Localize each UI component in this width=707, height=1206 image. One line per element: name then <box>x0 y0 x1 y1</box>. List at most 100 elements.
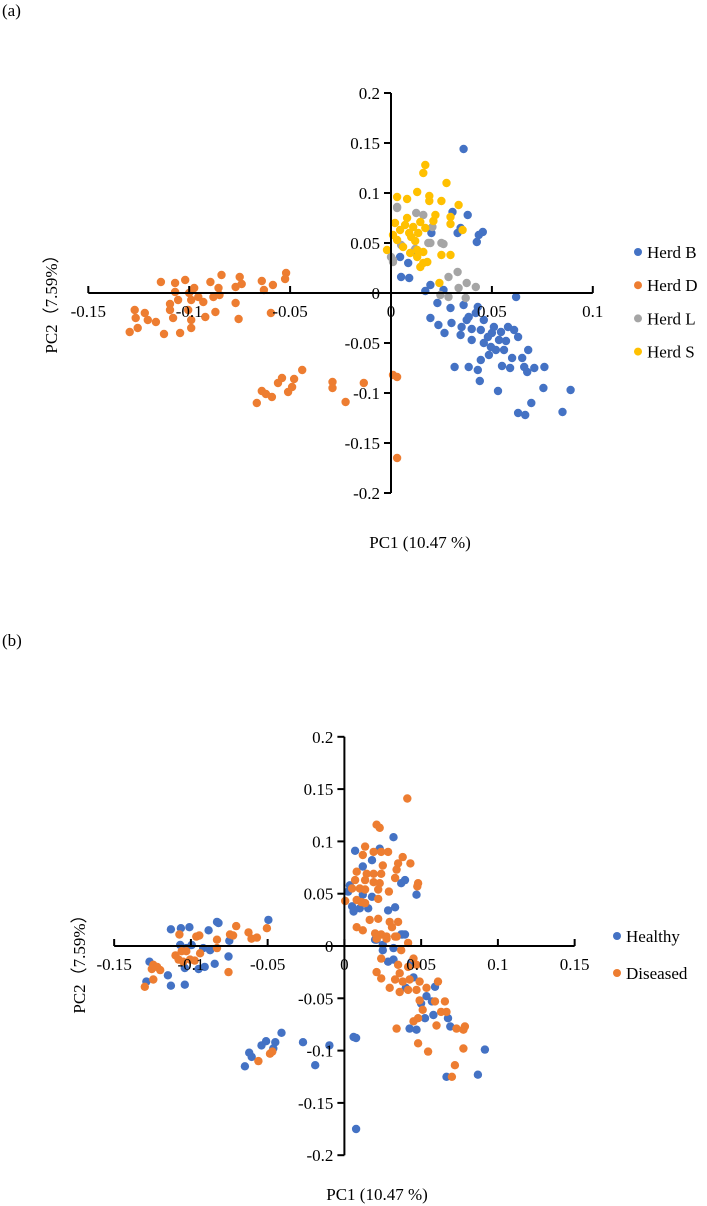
point-herd-s-14 <box>390 218 400 228</box>
point-diseased-17 <box>377 869 386 878</box>
point-herd-l-2 <box>419 210 428 220</box>
point-diseased-0 <box>403 794 412 803</box>
point-herd-d-1 <box>170 278 180 288</box>
point-herd-s-38 <box>413 252 422 262</box>
panel-a-y-axis-title: PC2（7.59%） <box>42 246 61 353</box>
point-herd-d-56 <box>359 378 368 388</box>
y-tick-label: -0.1 <box>353 384 380 403</box>
point-herd-d-16 <box>175 328 185 338</box>
point-herd-b-12 <box>511 292 521 302</box>
point-herd-b-34 <box>530 363 539 373</box>
point-diseased-21 <box>375 879 384 888</box>
point-diseased-49 <box>397 946 406 955</box>
point-herd-b-32 <box>518 353 527 363</box>
point-healthy-64 <box>166 981 176 990</box>
point-herd-b-55 <box>479 315 488 325</box>
point-herd-b-51 <box>558 407 567 417</box>
point-diseased-12 <box>390 873 400 883</box>
point-herd-d-39 <box>268 280 278 290</box>
x-tick-label: -0.05 <box>272 302 307 321</box>
point-herd-s-35 <box>421 223 430 233</box>
point-healthy-37 <box>412 1025 421 1034</box>
point-healthy-50 <box>264 915 273 925</box>
point-healthy-6 <box>397 879 406 888</box>
point-healthy-59 <box>163 971 173 980</box>
point-herd-l-10 <box>444 292 453 302</box>
point-diseased-47 <box>390 932 400 941</box>
point-diseased-32 <box>360 898 370 908</box>
point-herd-s-26 <box>419 247 428 257</box>
point-herd-b-52 <box>457 322 466 332</box>
panel-b-y-tick-labels: 0.2 0.15 0.1 0.05 0 -0.05 -0.1 -0.15 -0.2 <box>298 728 333 1165</box>
point-diseased-93 <box>244 928 253 937</box>
point-diseased-64 <box>403 985 413 995</box>
point-herd-d-11 <box>143 315 152 325</box>
panel-a-axes <box>87 92 594 494</box>
point-diseased-51 <box>372 967 381 977</box>
point-diseased-15 <box>362 869 371 878</box>
point-herd-d-7 <box>168 313 178 323</box>
legend-marker-herd-l <box>634 314 642 323</box>
point-herd-b-49 <box>513 408 523 418</box>
legend-marker-herd-d <box>634 281 642 290</box>
point-herd-b-36 <box>523 367 532 377</box>
point-diseased-26 <box>360 885 370 894</box>
point-herd-s-8 <box>437 196 446 206</box>
x-tick-label: 0.1 <box>582 302 603 321</box>
panel-b-label: (b) <box>2 631 22 650</box>
point-healthy-63 <box>210 959 219 968</box>
point-herd-s-12 <box>458 225 467 235</box>
x-tick-label: -0.05 <box>250 955 285 974</box>
point-healthy-7 <box>412 890 421 899</box>
point-diseased-90 <box>232 921 241 931</box>
point-herd-d-0 <box>156 277 166 287</box>
point-healthy-62 <box>200 962 209 972</box>
point-herd-b-66 <box>459 300 468 310</box>
point-healthy-36 <box>405 1024 414 1033</box>
x-tick-label: 0.15 <box>560 955 590 974</box>
point-diseased-89 <box>212 935 222 944</box>
point-diseased-11 <box>392 865 401 874</box>
point-healthy-56 <box>205 946 215 955</box>
point-healthy-75 <box>298 1038 308 1047</box>
point-herd-d-2 <box>181 275 190 285</box>
point-herd-d-28 <box>214 283 223 293</box>
x-tick-label: 0.05 <box>477 302 507 321</box>
point-herd-d-50 <box>287 382 297 392</box>
point-diseased-71 <box>440 997 450 1006</box>
point-healthy-3 <box>367 856 377 865</box>
point-herd-s-16 <box>409 222 418 232</box>
point-diseased-53 <box>385 983 394 992</box>
point-healthy-1 <box>350 846 360 855</box>
point-diseased-16 <box>369 869 378 878</box>
point-diseased-33 <box>374 894 383 904</box>
point-herd-d-5 <box>165 299 175 309</box>
point-diseased-9 <box>406 859 415 868</box>
point-diseased-54 <box>393 960 403 969</box>
point-herd-s-2 <box>442 178 451 188</box>
point-healthy-77 <box>325 1041 334 1050</box>
legend-label-herd-l: Herd L <box>647 309 696 328</box>
point-herd-b-44 <box>505 363 515 373</box>
point-diseased-105 <box>190 956 199 965</box>
point-diseased-85 <box>447 1072 457 1082</box>
point-herd-b-45 <box>493 386 503 396</box>
point-herd-l-15 <box>392 202 402 212</box>
y-tick-label: 0.15 <box>304 780 334 799</box>
point-diseased-88 <box>195 931 204 940</box>
point-diseased-76 <box>432 1021 441 1030</box>
point-herd-d-58 <box>392 372 402 382</box>
legend-marker-healthy <box>613 932 621 940</box>
point-herd-s-31 <box>446 250 455 260</box>
y-tick-label: -0.15 <box>345 434 380 453</box>
point-herd-b-31 <box>524 345 533 355</box>
x-tick-label: -0.15 <box>96 955 131 974</box>
point-herd-d-37 <box>257 276 266 286</box>
point-herd-b-22 <box>476 325 485 335</box>
point-herd-s-30 <box>437 250 446 260</box>
point-herd-d-35 <box>235 272 244 282</box>
point-healthy-65 <box>180 980 189 989</box>
point-herd-d-53 <box>328 377 337 387</box>
point-herd-d-24 <box>199 297 208 307</box>
point-herd-b-16 <box>434 320 443 330</box>
